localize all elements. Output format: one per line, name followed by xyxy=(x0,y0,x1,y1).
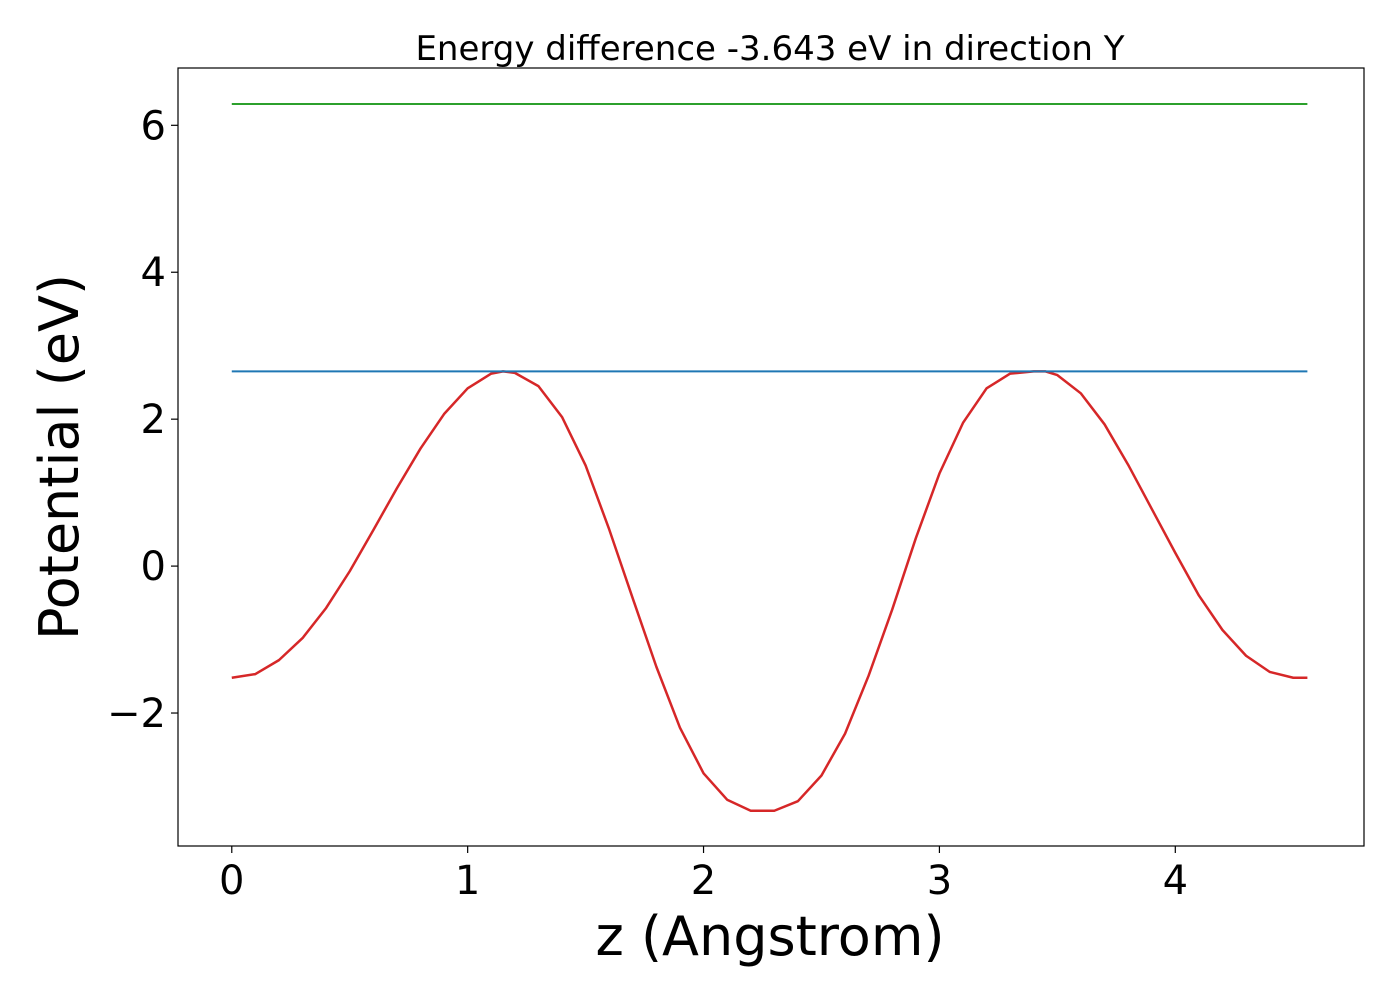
x-tick-label-4: 4 xyxy=(1163,858,1188,904)
plot-area-frame xyxy=(177,67,1365,847)
y-axis-label: Potential (eV) xyxy=(28,274,91,640)
series-0 xyxy=(231,370,1308,812)
y-tick-label-1: 0 xyxy=(141,544,166,590)
x-axis-label: z (Angstrom) xyxy=(595,905,944,968)
x-tick-label-0: 0 xyxy=(219,858,244,904)
series-line-0 xyxy=(231,370,1308,812)
chart-title: Energy difference -3.643 eV in direction… xyxy=(415,29,1124,69)
y-tick-label-0: −2 xyxy=(107,691,166,737)
y-tick-label-2: 2 xyxy=(141,397,166,443)
y-tick-label-4: 6 xyxy=(141,103,166,149)
y-tick-label-3: 4 xyxy=(141,250,166,296)
series-layer xyxy=(231,103,1308,812)
x-tick-label-3: 3 xyxy=(927,858,952,904)
y-axis-ticks: −2 0 2 4 6 xyxy=(107,103,178,737)
x-axis-ticks: 0 1 2 3 4 xyxy=(219,846,1188,904)
x-tick-label-1: 1 xyxy=(455,858,480,904)
x-tick-label-2: 2 xyxy=(691,858,716,904)
